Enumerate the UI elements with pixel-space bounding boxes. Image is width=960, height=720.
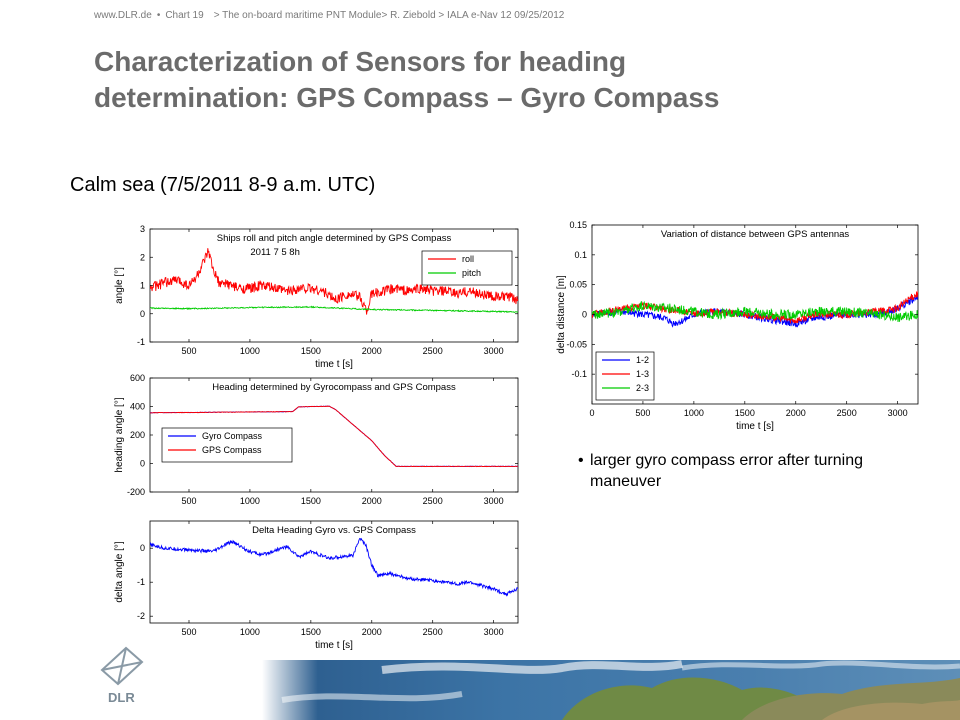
legend-label: pitch <box>462 268 481 278</box>
earth-footer-band <box>262 660 960 720</box>
note-line1: larger gyro compass error after turning <box>590 452 863 469</box>
series-line-roll <box>150 248 518 315</box>
bullet-icon: • <box>578 452 584 469</box>
y-tick-label: 2 <box>140 252 145 262</box>
y-tick-label: -0.05 <box>566 339 587 349</box>
chart-legend: roll pitch <box>421 250 513 286</box>
chart-title: Variation of distance between GPS antenn… <box>661 229 850 240</box>
y-tick-label: 0 <box>140 459 145 469</box>
y-tick-label: -200 <box>127 487 145 497</box>
y-tick-label: 3 <box>140 224 145 234</box>
plot-frame <box>149 228 519 343</box>
y-tick-label: 200 <box>130 430 145 440</box>
x-tick-label: 500 <box>181 346 196 356</box>
x-tick-label: 1000 <box>684 408 704 418</box>
x-tick-label: 2000 <box>362 627 382 637</box>
y-tick-label: 400 <box>130 402 145 412</box>
x-tick-label: 1500 <box>301 627 321 637</box>
series-line-pitch <box>150 305 518 313</box>
x-tick-label: 500 <box>181 627 196 637</box>
x-tick-label: 0 <box>589 408 594 418</box>
y-tick-label: -0.1 <box>571 369 587 379</box>
x-tick-label: 500 <box>181 496 196 506</box>
heading-chart: 500 1000 1500 2000 2500 3000 -200 0 200 400 600 Hea… <box>114 373 519 506</box>
slide-title-line1: Characterization of Sensors for heading <box>94 46 627 77</box>
y-tick-label: -1 <box>137 577 145 587</box>
x-tick-label: 2500 <box>423 346 443 356</box>
chart-legend: 1-2 1-3 2-3 <box>595 351 655 401</box>
chart-annotation: 2011 7 5 8h <box>250 247 299 258</box>
header-line: www.DLR.de • Chart 19 > The on-board mariti… <box>94 10 565 21</box>
plot-frame <box>149 520 519 624</box>
y-tick-label: 0 <box>140 309 145 319</box>
dlr-logo-icon: DLR <box>100 646 144 705</box>
slide-subtitle: Calm sea (7/5/2011 8-9 a.m. UTC) <box>70 174 376 196</box>
y-tick-label: -1 <box>137 337 145 347</box>
y-tick-label: 0 <box>140 543 145 553</box>
y-axis-label: delta distance [m] <box>556 275 567 354</box>
header-url[interactable]: www.DLR.de <box>94 10 152 21</box>
x-tick-label: 1000 <box>240 627 260 637</box>
slide-title: Characterization of Sensors for heading … <box>94 44 914 116</box>
header-chart: Chart 19 <box>165 10 204 21</box>
chart-title: Delta Heading Gyro vs. GPS Compass <box>252 525 416 536</box>
slide-title-line2: determination: GPS Compass – Gyro Compas… <box>94 82 720 113</box>
y-axis-label: heading angle [°] <box>114 397 125 472</box>
x-tick-label: 2000 <box>786 408 806 418</box>
legend-label: 1-3 <box>636 369 649 379</box>
x-tick-label: 3000 <box>484 346 504 356</box>
x-tick-label: 3000 <box>484 627 504 637</box>
antenna-distance-chart: 0 500 1000 1500 2000 2500 3000 -0.1 -0.05 0 0.05 0.… <box>556 220 919 432</box>
chart-title: Heading determined by Gyrocompass and GP… <box>212 382 456 393</box>
legend-label: Gyro Compass <box>202 431 263 441</box>
x-tick-label: 2500 <box>837 408 857 418</box>
x-tick-label: 2500 <box>423 627 443 637</box>
y-tick-label: 1 <box>140 281 145 291</box>
x-axis-label: time t [s] <box>315 359 353 370</box>
y-tick-label: 0.15 <box>569 220 587 230</box>
x-tick-label: 2000 <box>362 496 382 506</box>
y-tick-label: 0.1 <box>574 250 587 260</box>
series-line-gps-compass <box>150 405 518 468</box>
x-axis-label: time t [s] <box>736 421 774 432</box>
roll-pitch-chart: 500 1000 1500 2000 2500 3000 -1 0 1 2 3 Ships roll … <box>114 224 519 370</box>
legend-label: GPS Compass <box>202 445 262 455</box>
y-tick-label: 0 <box>582 310 587 320</box>
x-tick-label: 3000 <box>484 496 504 506</box>
chart-title: Ships roll and pitch angle determined by… <box>217 233 452 244</box>
y-tick-label: 0.05 <box>569 280 587 290</box>
dlr-logo-text: DLR <box>108 690 135 705</box>
x-tick-label: 500 <box>635 408 650 418</box>
legend-label: roll <box>462 254 474 264</box>
chart-legend: Gyro Compass GPS Compass <box>161 427 293 463</box>
series-line-2-3 <box>592 300 918 323</box>
x-tick-label: 1500 <box>735 408 755 418</box>
x-axis-label: time t [s] <box>315 640 353 651</box>
x-tick-label: 1000 <box>240 496 260 506</box>
delta-heading-chart: 500 1000 1500 2000 2500 3000 -2 -1 0 Delta Headin… <box>114 520 519 651</box>
x-tick-label: 1500 <box>301 346 321 356</box>
x-tick-label: 3000 <box>888 408 908 418</box>
y-axis-label: delta angle [°] <box>114 541 125 602</box>
header-breadcrumb: > The on-board maritime PNT Module> R. Z… <box>213 10 565 21</box>
legend-label: 1-2 <box>636 355 649 365</box>
bullet-note: • larger gyro compass error after turning… <box>578 450 938 492</box>
x-tick-label: 2000 <box>362 346 382 356</box>
x-tick-label: 1500 <box>301 496 321 506</box>
legend-label: 2-3 <box>636 383 649 393</box>
x-tick-label: 2500 <box>423 496 443 506</box>
note-line2: maneuver <box>590 473 662 490</box>
x-tick-label: 1000 <box>240 346 260 356</box>
y-tick-label: 600 <box>130 373 145 383</box>
y-axis-label: angle [°] <box>114 267 125 304</box>
series-line-delta-heading <box>150 537 518 597</box>
y-tick-label: -2 <box>137 611 145 621</box>
